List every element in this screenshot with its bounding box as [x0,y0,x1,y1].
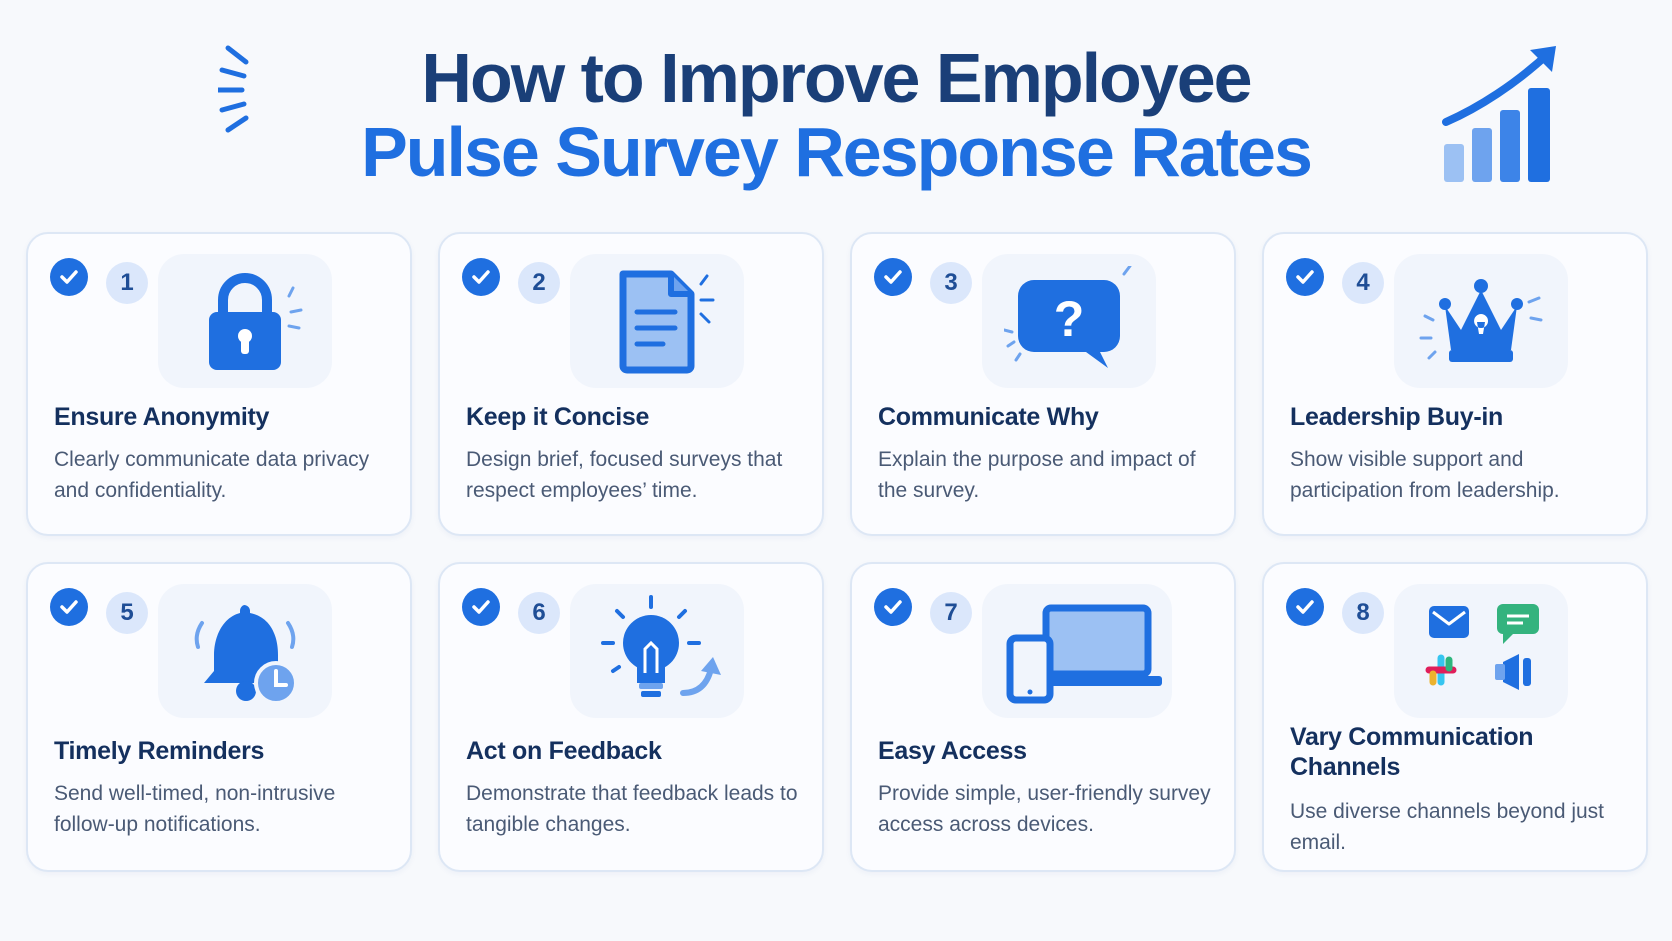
tip-card-easy-access: 7 Easy Access Provide simple, user-frien… [850,562,1236,872]
crown-icon [1394,254,1568,388]
tip-card-reminders: 5 Timely Reminders Send well-timed, non-… [26,562,412,872]
card-description: Explain the purpose and impact of the su… [878,448,1196,502]
tip-card-channels: 8 Vary Communication Channels [1262,562,1648,872]
card-title: Vary Communication Channels [1290,723,1534,781]
tips-grid: 1 Ensure Anonymity Clearly communicate d… [26,232,1648,872]
card-title: Communicate Why [878,403,1099,431]
tip-card-communicate-why: 3 ? Communicate Why Explain the purpose … [850,232,1236,536]
check-icon [462,258,500,296]
step-number: 2 [518,262,560,304]
channels-icon [1394,584,1568,718]
page-title-line2: Pulse Survey Response Rates [361,113,1313,191]
lightbulb-icon [570,584,744,718]
bell-clock-icon [158,584,332,718]
card-description: Send well-timed, non-intrusive follow-up… [54,782,336,836]
question-bubble-icon: ? [982,254,1156,388]
card-description: Use diverse channels beyond just email. [1290,800,1605,854]
step-number: 4 [1342,262,1384,304]
check-icon [1286,588,1324,626]
card-description: Provide simple, user-friendly survey acc… [878,782,1211,836]
card-description: Design brief, focused surveys that respe… [466,448,783,502]
lock-icon [158,254,332,388]
step-number: 6 [518,592,560,634]
document-icon [570,254,744,388]
growth-chart-icon [1442,46,1556,182]
check-icon [874,258,912,296]
card-title: Leadership Buy-in [1290,403,1503,431]
card-title: Easy Access [878,737,1027,765]
devices-icon [982,584,1172,718]
check-icon [50,588,88,626]
card-description: Demonstrate that feedback leads to tangi… [466,782,798,836]
burst-lines-icon [218,45,249,133]
step-number: 7 [930,592,972,634]
step-number: 5 [106,592,148,634]
check-icon [1286,258,1324,296]
check-icon [462,588,500,626]
card-title: Act on Feedback [466,737,662,765]
tip-card-concise: 2 Keep it Concise Design brief, focused … [438,232,824,536]
tip-card-anonymity: 1 Ensure Anonymity Clearly communicate d… [26,232,412,536]
svg-text:?: ? [1054,291,1085,347]
tip-card-leadership: 4 Leadership Buy-in Show visible support [1262,232,1648,536]
header: How to Improve Employee Pulse Survey Res… [0,0,1672,220]
card-title: Ensure Anonymity [54,403,270,431]
step-number: 8 [1342,592,1384,634]
page-title-line1: How to Improve Employee [421,39,1252,117]
card-description: Clearly communicate data privacy and con… [54,448,370,502]
tip-card-feedback: 6 Act on Feedback Dem [438,562,824,872]
step-number: 1 [106,262,148,304]
card-title: Keep it Concise [466,403,650,431]
check-icon [874,588,912,626]
check-icon [50,258,88,296]
card-title: Timely Reminders [54,737,265,765]
step-number: 3 [930,262,972,304]
card-description: Show visible support and participation f… [1290,448,1560,502]
